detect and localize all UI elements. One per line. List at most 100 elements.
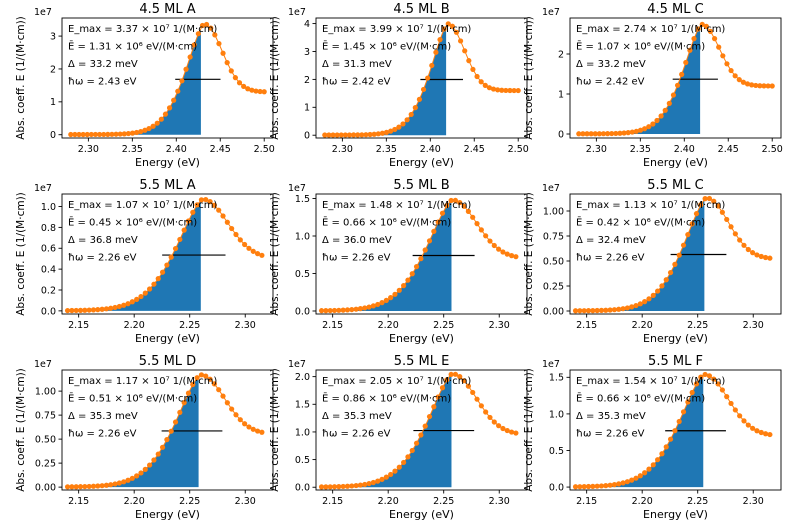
data-point [228,68,234,74]
data-point [392,468,398,474]
data-point [237,237,243,243]
x-tick-label: 2.35 [630,144,651,155]
data-point [392,126,398,133]
data-point [375,301,381,308]
data-point [164,262,170,268]
data-point [711,376,717,382]
data-point [253,88,259,94]
data-point [441,26,447,32]
data-point [396,124,402,130]
data-point [323,484,329,490]
data-point [750,425,756,431]
data-point [680,409,687,415]
data-point [177,409,183,416]
data-point [413,264,420,270]
data-point [82,307,88,313]
data-point [409,447,415,454]
data-point [629,304,635,310]
data-point [379,300,385,306]
data-point [323,308,329,314]
data-point [183,66,189,72]
annotation-hw: ħω = 2.26 eV [322,429,391,440]
data-point [465,383,471,389]
x-tick-label: 2.20 [378,496,399,507]
data-point [408,111,414,118]
data-point [211,381,217,387]
x-tick-label: 2.40 [166,144,187,155]
annotation-ebar: Ē = 0.66 × 10⁶ eV/(M·cm) [576,392,705,405]
annotation-emax: E_max = 1.54 × 10⁷ 1/(M·cm) [576,376,725,387]
data-point [607,482,613,488]
annotation-ebar: Ē = 1.07 × 10⁶ eV/(M·cm) [576,40,705,53]
data-point [637,127,644,133]
data-point [703,23,709,29]
data-point [327,307,333,314]
data-point [706,195,713,202]
x-tick-label: 2.30 [235,320,256,331]
data-point [491,419,497,425]
annotation-hw: ħω = 2.26 eV [576,253,645,264]
data-point [90,483,97,489]
data-point [592,131,598,137]
data-point [159,444,166,450]
data-point [769,83,775,89]
data-point [765,83,771,89]
data-point [624,479,630,485]
annotation-delta: Δ = 35.3 meV [68,411,138,422]
data-point [166,105,173,111]
data-point [353,306,359,312]
data-point [650,462,656,468]
data-point [715,381,721,387]
data-point [581,484,587,490]
x-axis-label: Energy (eV) [389,508,454,521]
data-point [515,87,521,94]
data-point [129,475,135,481]
data-point [433,49,439,55]
data-point [138,293,144,300]
data-point [741,418,747,424]
data-point [674,82,681,88]
annotation-hw: ħω = 2.26 eV [322,253,391,264]
axes-frame [61,17,274,139]
data-point [121,131,127,137]
data-point [241,83,247,89]
data-point [168,254,174,260]
x-tick-label: 2.40 [674,144,695,155]
data-point [572,308,579,314]
data-point [370,479,376,486]
data-point [168,428,174,434]
data-point [216,41,222,47]
data-point [69,307,75,314]
data-point [499,87,505,93]
data-point [181,400,187,406]
x-tick-label: 2.25 [687,320,708,331]
y-tick-label: 0.4 [41,265,56,276]
data-point [706,373,713,379]
data-point [129,130,136,136]
data-point [707,28,714,34]
data-point [388,471,394,478]
data-point [504,427,510,434]
data-point [715,203,721,209]
data-point [762,431,769,437]
absorption-area [321,374,452,488]
data-point [383,129,390,135]
y-axis-label: Abs. coeff. E (1/(M·cm)) [15,192,27,316]
data-point [259,429,265,435]
x-axis-label: Energy (eV) [389,332,454,345]
y-tick-label: 2 [50,64,56,75]
chart-panel: 2.30 2.35 2.40 2.45 2.50 0 1 2 1e7 4.5 ML C Energy… [523,2,783,169]
data-point [676,252,682,258]
data-point [500,425,506,432]
x-tick-label: 2.15 [322,320,343,331]
data-point [344,483,351,489]
data-point [216,207,222,213]
x-tick-label: 2.25 [433,320,454,331]
data-point [340,307,346,313]
x-tick-label: 2.25 [687,496,708,507]
data-point [457,199,463,206]
data-point [422,423,428,429]
y-tick-label: 2 [558,49,564,60]
data-point [76,131,82,138]
